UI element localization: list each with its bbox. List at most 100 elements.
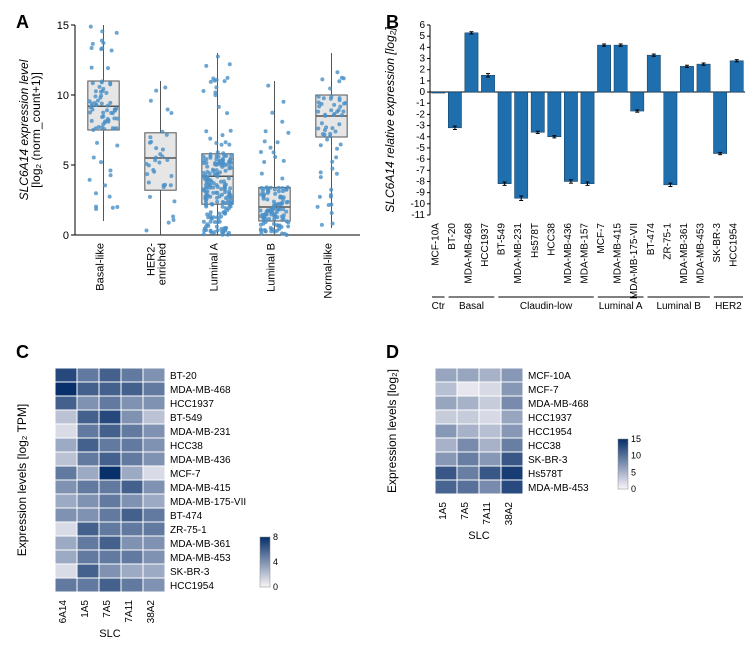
svg-text:2: 2 <box>419 65 425 76</box>
svg-text:7A5: 7A5 <box>460 502 471 520</box>
svg-text:MCF-10A: MCF-10A <box>430 223 441 266</box>
svg-text:10: 10 <box>631 451 641 461</box>
svg-text:Basal: Basal <box>459 301 484 312</box>
svg-text:MCF-10A: MCF-10A <box>528 371 571 382</box>
svg-text:7A5: 7A5 <box>102 600 113 618</box>
svg-text:HCC1954: HCC1954 <box>170 581 214 592</box>
svg-text:0: 0 <box>419 87 425 98</box>
svg-text:MCF-7: MCF-7 <box>528 385 559 396</box>
svg-text:MDA-MB-157: MDA-MB-157 <box>580 223 591 284</box>
svg-text:7A11: 7A11 <box>482 502 493 525</box>
svg-text:5: 5 <box>631 467 636 477</box>
figure-grid: A051015SLC6A14 expression level[log₂ (no… <box>10 10 753 640</box>
svg-text:MCF-7: MCF-7 <box>170 469 201 480</box>
svg-text:MDA-MB-175-VII: MDA-MB-175-VII <box>170 497 246 508</box>
svg-text:5: 5 <box>63 160 69 172</box>
svg-text:-11: -11 <box>411 210 425 221</box>
svg-text:1A5: 1A5 <box>80 600 91 618</box>
svg-text:MCF-7: MCF-7 <box>596 223 607 254</box>
svg-text:BT-20: BT-20 <box>447 223 458 250</box>
svg-text:10: 10 <box>57 90 69 102</box>
svg-text:0: 0 <box>63 230 69 242</box>
svg-text:HCC1937: HCC1937 <box>480 223 491 267</box>
svg-text:-9: -9 <box>416 188 425 199</box>
panel-d: DExpression levels [log₂]MCF-10AMCF-7MDA… <box>380 340 750 640</box>
svg-text:-10: -10 <box>411 199 426 210</box>
svg-text:0: 0 <box>631 484 636 494</box>
svg-text:SK-BR-3: SK-BR-3 <box>170 567 210 578</box>
svg-text:38A2: 38A2 <box>146 600 157 624</box>
svg-text:MDA-MB-468: MDA-MB-468 <box>528 399 589 410</box>
svg-text:HER2: HER2 <box>715 301 742 312</box>
svg-text:Luminal A: Luminal A <box>599 301 643 312</box>
svg-text:SLC: SLC <box>99 628 120 640</box>
svg-text:3: 3 <box>419 54 425 65</box>
svg-text:MDA-MB-468: MDA-MB-468 <box>463 223 474 284</box>
svg-text:ZR-75-1: ZR-75-1 <box>662 223 673 260</box>
svg-text:MDA-MB-231: MDA-MB-231 <box>513 223 524 284</box>
svg-text:BT-549: BT-549 <box>497 223 508 256</box>
svg-text:Claudin-low: Claudin-low <box>520 301 573 312</box>
svg-text:MDA-MB-361: MDA-MB-361 <box>679 223 690 284</box>
svg-text:HCC38: HCC38 <box>528 441 561 452</box>
svg-text:1A5: 1A5 <box>438 502 449 520</box>
svg-text:Hs578T: Hs578T <box>530 223 541 258</box>
svg-text:38A2: 38A2 <box>504 502 515 526</box>
svg-text:MDA-MB-415: MDA-MB-415 <box>613 223 624 284</box>
svg-text:-5: -5 <box>416 143 425 154</box>
svg-text:4: 4 <box>419 42 425 53</box>
svg-text:Basal-like: Basal-like <box>95 243 107 291</box>
svg-text:1: 1 <box>419 76 425 87</box>
svg-text:HCC1954: HCC1954 <box>729 223 740 267</box>
svg-text:ZR-75-1: ZR-75-1 <box>170 525 207 536</box>
svg-text:MDA-MB-361: MDA-MB-361 <box>170 539 231 550</box>
svg-text:-1: -1 <box>416 98 425 109</box>
svg-text:HCC1954: HCC1954 <box>528 427 572 438</box>
svg-text:-3: -3 <box>416 121 425 132</box>
svg-text:MDA-MB-436: MDA-MB-436 <box>170 455 231 466</box>
svg-text:Luminal A: Luminal A <box>209 242 221 291</box>
svg-text:Normal-like: Normal-like <box>323 243 335 299</box>
svg-text:BT-549: BT-549 <box>170 413 203 424</box>
svg-text:Luminal B: Luminal B <box>656 301 701 312</box>
svg-text:-2: -2 <box>416 109 425 120</box>
svg-text:MDA-MB-453: MDA-MB-453 <box>696 223 707 284</box>
svg-text:-7: -7 <box>416 165 425 176</box>
svg-text:[log₂ (norm_count+1)]: [log₂ (norm_count+1)] <box>29 72 43 188</box>
svg-text:C: C <box>16 342 29 362</box>
svg-text:SLC6A14 relative expression [l: SLC6A14 relative expression [log₂] <box>383 27 397 213</box>
svg-text:0: 0 <box>273 582 278 592</box>
svg-text:HCC1937: HCC1937 <box>170 399 214 410</box>
svg-text:enriched: enriched <box>157 243 169 285</box>
svg-text:4: 4 <box>273 557 278 567</box>
svg-text:SK-BR-3: SK-BR-3 <box>712 223 723 263</box>
panel-b: B-11-10-9-8-7-6-5-4-3-2-10123456SLC6A14 … <box>380 10 750 340</box>
svg-text:MDA-MB-453: MDA-MB-453 <box>528 483 589 494</box>
svg-text:Expression levels [log₂]: Expression levels [log₂] <box>385 369 399 493</box>
panel-c: CExpression levels [log₂ TPM]BT-20MDA-MB… <box>10 340 375 640</box>
svg-text:-6: -6 <box>416 154 425 165</box>
svg-text:MDA-MB-231: MDA-MB-231 <box>170 427 231 438</box>
svg-text:A: A <box>16 12 29 32</box>
svg-text:SK-BR-3: SK-BR-3 <box>528 455 568 466</box>
svg-text:Luminal B: Luminal B <box>266 243 278 292</box>
svg-text:Hs578T: Hs578T <box>528 469 563 480</box>
svg-text:-4: -4 <box>416 132 425 143</box>
svg-text:7A11: 7A11 <box>124 600 135 623</box>
svg-text:BT-20: BT-20 <box>170 371 197 382</box>
svg-text:6: 6 <box>419 20 425 31</box>
svg-text:15: 15 <box>631 434 641 444</box>
svg-text:SLC: SLC <box>468 530 489 542</box>
svg-text:5: 5 <box>419 31 425 42</box>
svg-text:HCC1937: HCC1937 <box>528 413 572 424</box>
svg-text:BT-474: BT-474 <box>170 511 203 522</box>
svg-text:Ctr: Ctr <box>432 301 446 312</box>
svg-text:MDA-MB-415: MDA-MB-415 <box>170 483 231 494</box>
svg-text:MDA-MB-453: MDA-MB-453 <box>170 553 231 564</box>
svg-text:-8: -8 <box>416 176 425 187</box>
svg-text:BT-474: BT-474 <box>646 223 657 256</box>
panel-a: A051015SLC6A14 expression level[log₂ (no… <box>10 10 375 340</box>
svg-text:15: 15 <box>57 20 69 32</box>
svg-text:8: 8 <box>273 532 278 542</box>
svg-text:HCC38: HCC38 <box>546 223 557 256</box>
